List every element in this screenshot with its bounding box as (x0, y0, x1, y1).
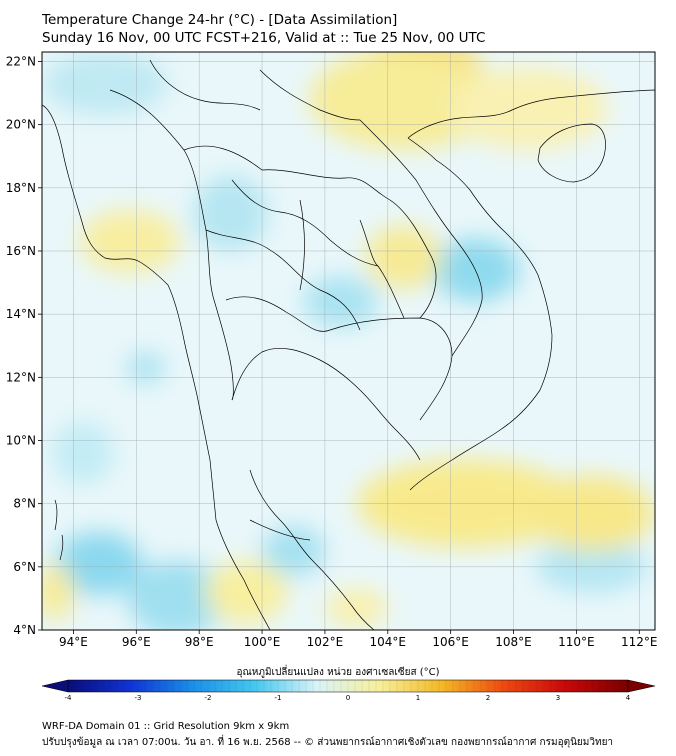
axes: 94°E 96°E 98°E 100°E 102°E 104°E 106°E 108°E 110… (6, 54, 658, 649)
temperature-change-map: 94°E 96°E 98°E 100°E 102°E 104°E 106°E 108°E 110… (6, 51, 658, 649)
coastline-hainan (537, 123, 606, 183)
lon-tick-label: 106°E (432, 635, 469, 649)
coastline-vietnam (407, 137, 553, 491)
map-subtitle: Sunday 16 Nov, 00 UTC FCST+216, Valid at… (42, 30, 486, 46)
coastline-peninsula-east (249, 469, 375, 630)
temperature-blob (126, 560, 228, 630)
lat-tick-label: 8°N (13, 497, 36, 511)
colorbar-tick-label: -3 (135, 694, 142, 702)
temperature-blob (54, 532, 143, 596)
border-internal-5 (359, 219, 405, 319)
colorbar-tick-label: -1 (275, 694, 282, 702)
map-title: Temperature Change 24-hr (°C) - [Data As… (42, 12, 398, 28)
temperature-blob (450, 67, 608, 150)
lat-tick-label: 22°N (6, 54, 36, 68)
lon-tick-label: 104°E (370, 635, 407, 649)
border-internal-6 (109, 89, 263, 171)
temperature-blob (324, 588, 388, 627)
colorbar-tick-label: 3 (556, 694, 560, 702)
lon-tick-label: 94°E (59, 635, 88, 649)
lat-tick-label: 16°N (6, 244, 36, 258)
temperature-blob (42, 563, 74, 621)
temperature-blob (192, 175, 269, 251)
footer-credits: ปรับปรุงข้อมูล ณ เวลา 07:00น. วัน อา. ที… (42, 737, 614, 748)
lat-tick-label: 14°N (6, 307, 36, 321)
colorbar-tick-label: 1 (416, 694, 420, 702)
temperature-blob (51, 421, 115, 485)
lon-tick-label: 110°E (558, 635, 595, 649)
border-internal-2 (225, 296, 331, 332)
temperature-blob (431, 238, 520, 302)
lon-tick-label: 96°E (122, 635, 151, 649)
colorbar: -4 -3 -2 -1 0 1 2 3 4 (41, 679, 656, 702)
temperature-blob (205, 560, 288, 624)
lat-tick-label: 12°N (6, 370, 36, 384)
border-internal-3 (231, 179, 379, 267)
colorbar-min-extend (41, 679, 69, 693)
border-laos-vietnam (359, 119, 483, 357)
border-cambodia (329, 317, 453, 421)
island-andaman (54, 499, 58, 531)
lat-tick-label: 6°N (13, 560, 36, 574)
temperature-blob (79, 209, 181, 274)
lat-tick-label: 4°N (13, 623, 36, 637)
border-internal-7 (259, 69, 361, 121)
coastlines-and-borders (42, 59, 655, 630)
colorbar-max-extend (627, 679, 656, 693)
border-malaysia (249, 519, 311, 541)
temperature-blob (365, 225, 442, 289)
border-thailand-myanmar (183, 149, 234, 401)
plot-frame (41, 51, 656, 631)
lon-tick-label: 112°E (621, 635, 658, 649)
colorbar-tick-label: 4 (626, 694, 631, 702)
lon-tick-label: 102°E (307, 635, 344, 649)
lon-tick-label: 98°E (185, 635, 214, 649)
lon-tick-label: 108°E (495, 635, 532, 649)
border-internal-1 (205, 229, 361, 331)
lon-tick-label: 100°E (244, 635, 281, 649)
temperature-blob (529, 475, 655, 552)
colorbar-tick-label: -4 (65, 694, 73, 702)
temperature-blob (262, 525, 325, 577)
border-internal-8 (149, 59, 261, 111)
lat-tick-label: 10°N (6, 433, 36, 447)
border-internal-4 (299, 199, 305, 291)
coastline-gulf (231, 348, 421, 461)
coastline-tonkin (407, 89, 655, 139)
temperature-blob (126, 352, 165, 384)
colorbar-tick-label: 2 (486, 694, 490, 702)
colorbar-title: อุณหภูมิเปลี่ยนแปลง หน่วย องศาเซลเซียส (… (236, 667, 440, 678)
border-thailand-laos (261, 169, 437, 319)
footer-model-info: WRF-DA Domain 01 :: Grid Resolution 9km … (42, 721, 290, 732)
colorbar-tick-label: -2 (205, 694, 212, 702)
lat-tick-label: 18°N (6, 181, 36, 195)
colorbar-tick-label: 0 (346, 694, 350, 702)
island-nicobar (59, 534, 64, 561)
coastline-myanmar-west (42, 104, 217, 521)
lat-tick-label: 20°N (6, 118, 36, 132)
coastline-peninsula-west (215, 519, 271, 630)
